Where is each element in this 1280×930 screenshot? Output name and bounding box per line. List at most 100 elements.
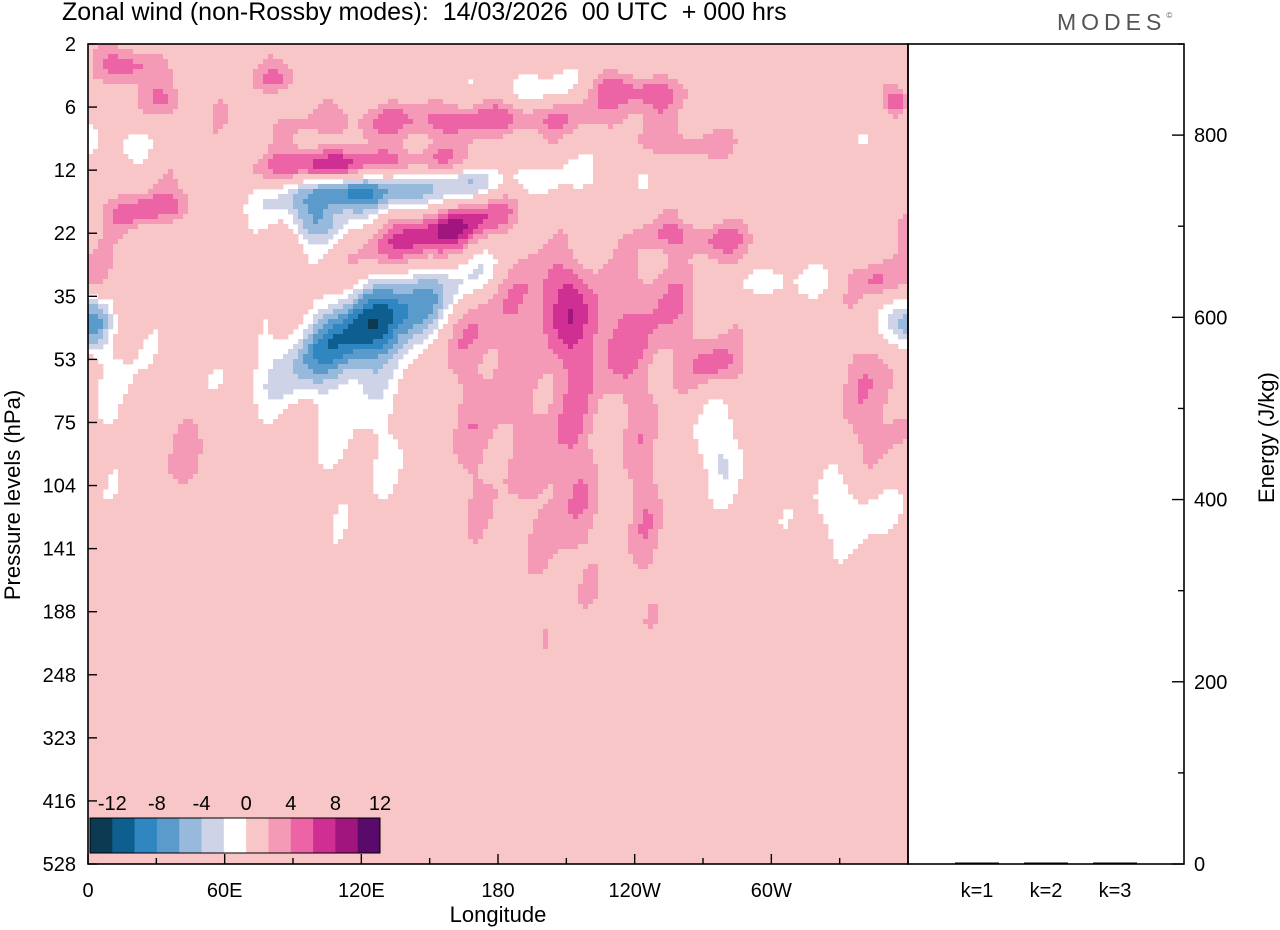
heatmap-cell	[868, 119, 874, 125]
heatmap-cell	[613, 189, 619, 195]
heatmap-cell	[678, 134, 684, 140]
heatmap-cell	[153, 69, 159, 75]
heatmap-cell	[708, 44, 714, 50]
heatmap-cell	[338, 114, 344, 120]
heatmap-cell	[533, 99, 539, 105]
heatmap-cell	[388, 144, 394, 150]
heatmap-cell	[118, 119, 124, 125]
heatmap-cell	[473, 174, 479, 180]
heatmap-cell	[868, 174, 874, 180]
heatmap-cell	[128, 99, 134, 105]
heatmap-cell	[328, 119, 334, 125]
heatmap-cell	[618, 169, 624, 175]
heatmap-cell	[813, 174, 819, 180]
heatmap-cell	[553, 194, 559, 200]
heatmap-cell	[688, 189, 694, 195]
heatmap-cell	[598, 79, 604, 85]
heatmap-cell	[548, 44, 554, 50]
heatmap-cell	[788, 74, 794, 80]
heatmap-cell	[733, 89, 739, 95]
heatmap-cell	[583, 49, 589, 55]
heatmap-cell	[213, 154, 219, 160]
heatmap-cell	[388, 199, 394, 205]
heatmap-cell	[353, 174, 359, 180]
heatmap-cell	[153, 164, 159, 170]
heatmap-cell	[858, 144, 864, 150]
heatmap-cell	[223, 149, 229, 155]
heatmap-cell	[513, 144, 519, 150]
heatmap-cell	[853, 134, 859, 140]
heatmap-cell	[638, 169, 644, 175]
heatmap-cell	[803, 194, 809, 200]
heatmap-cell	[423, 89, 429, 95]
heatmap-cell	[103, 124, 109, 130]
heatmap-cell	[173, 94, 179, 100]
heatmap-cell	[163, 69, 169, 75]
heatmap-cell	[323, 104, 329, 110]
heatmap-cell	[693, 119, 699, 125]
heatmap-cell	[738, 149, 744, 155]
heatmap-cell	[208, 79, 214, 85]
heatmap-cell	[498, 94, 504, 100]
heatmap-cell	[603, 164, 609, 170]
heatmap-cell	[608, 74, 614, 80]
heatmap-cell	[903, 69, 909, 75]
heatmap-cell	[453, 169, 459, 175]
heatmap-cell	[123, 69, 129, 75]
heatmap-cell	[658, 164, 664, 170]
heatmap-cell	[258, 54, 264, 60]
heatmap-cell	[203, 49, 209, 55]
heatmap-cell	[168, 164, 174, 170]
heatmap-cell	[433, 49, 439, 55]
heatmap-cell	[353, 124, 359, 130]
heatmap-cell	[758, 194, 764, 200]
heatmap-cell	[558, 69, 564, 75]
heatmap-cell	[733, 84, 739, 90]
heatmap-cell	[318, 99, 324, 105]
heatmap-cell	[203, 79, 209, 85]
heatmap-cell	[388, 69, 394, 75]
heatmap-cell	[823, 69, 829, 75]
heatmap-plot	[88, 44, 909, 865]
heatmap-cell	[618, 164, 624, 170]
heatmap-cell	[348, 49, 354, 55]
heatmap-cell	[763, 119, 769, 125]
heatmap-cell	[383, 174, 389, 180]
heatmap-cell	[93, 154, 99, 160]
heatmap-cell	[833, 54, 839, 60]
heatmap-cell	[818, 129, 824, 135]
heatmap-cell	[428, 144, 434, 150]
heatmap-cell	[738, 174, 744, 180]
heatmap-cell	[513, 114, 519, 120]
heatmap-cell	[583, 64, 589, 70]
heatmap-cell	[653, 124, 659, 130]
heatmap-cell	[823, 109, 829, 115]
heatmap-cell	[148, 159, 154, 165]
heatmap-cell	[183, 189, 189, 195]
heatmap-cell	[338, 44, 344, 50]
heatmap-cell	[468, 129, 474, 135]
heatmap-cell	[893, 89, 899, 95]
heatmap-cell	[858, 169, 864, 175]
heatmap-cell	[863, 129, 869, 135]
heatmap-cell	[583, 189, 589, 195]
heatmap-cell	[368, 134, 374, 140]
heatmap-cell	[403, 149, 409, 155]
heatmap-cell	[558, 104, 564, 110]
heatmap-cell	[148, 194, 154, 200]
heatmap-cell	[668, 184, 674, 190]
heatmap-cell	[308, 109, 314, 115]
heatmap-cell	[123, 49, 129, 55]
heatmap-cell	[483, 179, 489, 185]
heatmap-cell	[723, 129, 729, 135]
heatmap-cell	[748, 49, 754, 55]
heatmap-cell	[888, 184, 894, 190]
heatmap-cell	[258, 169, 264, 175]
heatmap-cell	[768, 139, 774, 145]
heatmap-cell	[198, 164, 204, 170]
heatmap-cell	[813, 114, 819, 120]
heatmap-cell	[303, 154, 309, 160]
heatmap-cell	[418, 189, 424, 195]
heatmap-cell	[483, 164, 489, 170]
heatmap-cell	[878, 174, 884, 180]
